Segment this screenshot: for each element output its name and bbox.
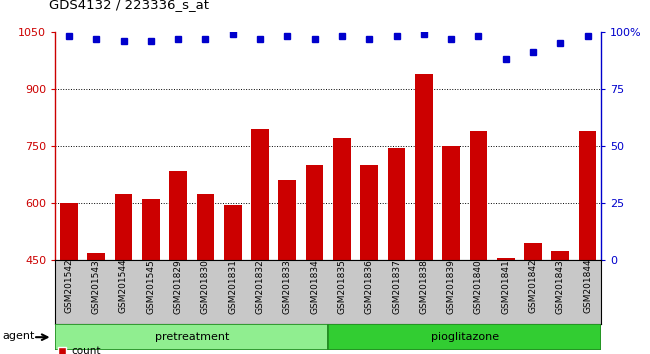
Bar [578, 131, 597, 354]
Bar [251, 129, 269, 354]
Bar [224, 205, 242, 354]
Bar [333, 138, 351, 354]
Bar [551, 251, 569, 354]
Text: pretreatment: pretreatment [155, 332, 229, 342]
Bar [415, 74, 433, 354]
Bar [87, 253, 105, 354]
Bar [442, 146, 460, 354]
Bar [497, 258, 515, 354]
Bar [169, 171, 187, 354]
Bar [360, 165, 378, 354]
Bar [387, 148, 406, 354]
FancyBboxPatch shape [328, 324, 601, 350]
Text: GDS4132 / 223336_s_at: GDS4132 / 223336_s_at [49, 0, 209, 11]
Text: agent: agent [3, 331, 35, 341]
Text: pioglitazone: pioglitazone [431, 332, 499, 342]
Bar [196, 194, 214, 354]
Legend: count, percentile rank within the sample: count, percentile rank within the sample [54, 342, 252, 354]
Bar [306, 165, 324, 354]
Bar [114, 194, 133, 354]
Bar [278, 180, 296, 354]
Bar [524, 243, 542, 354]
FancyBboxPatch shape [55, 324, 328, 350]
Bar [60, 203, 78, 354]
Bar [142, 199, 160, 354]
Bar [469, 131, 488, 354]
